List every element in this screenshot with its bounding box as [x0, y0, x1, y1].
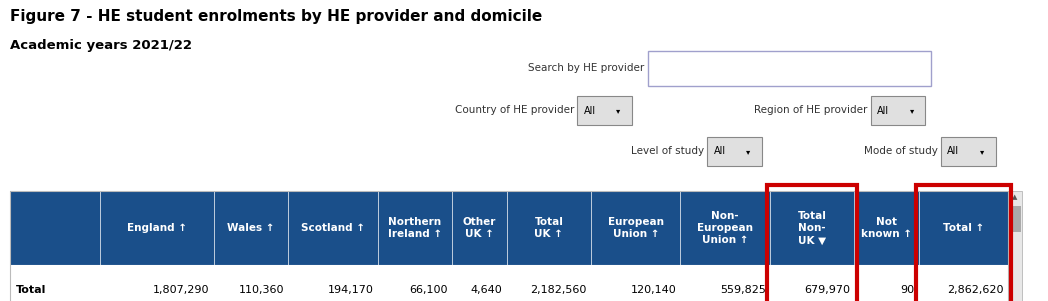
Text: Region of HE provider: Region of HE provider — [755, 105, 868, 115]
Text: European
Union ↑: European Union ↑ — [608, 217, 663, 239]
Text: All: All — [714, 146, 726, 157]
Text: Total
UK ↑: Total UK ↑ — [534, 217, 564, 239]
Text: Northern
Ireland ↑: Northern Ireland ↑ — [388, 217, 442, 239]
Text: Search by HE provider: Search by HE provider — [528, 63, 645, 73]
Text: ▾: ▾ — [616, 106, 620, 115]
Bar — [648, 51, 931, 86]
Text: Total
Non-
UK ▼: Total Non- UK ▼ — [798, 211, 827, 245]
Text: 110,360: 110,360 — [239, 285, 284, 295]
Text: 2,862,620: 2,862,620 — [947, 285, 1004, 295]
Text: Figure 7 - HE student enrolments by HE provider and domicile: Figure 7 - HE student enrolments by HE p… — [10, 9, 543, 24]
Text: Total: Total — [16, 285, 46, 295]
Text: 90: 90 — [900, 285, 915, 295]
Text: Other
UK ↑: Other UK ↑ — [463, 217, 496, 239]
Text: Country of HE provider: Country of HE provider — [455, 105, 574, 115]
Text: Level of study: Level of study — [631, 145, 704, 156]
Text: ▾: ▾ — [980, 147, 984, 156]
Bar — [10, 191, 1008, 301]
Bar — [1008, 191, 1022, 301]
Text: 559,825: 559,825 — [720, 285, 766, 295]
Text: ▲: ▲ — [1012, 194, 1018, 200]
Bar — [577, 96, 632, 125]
Bar — [1009, 206, 1021, 232]
Text: Scotland ↑: Scotland ↑ — [301, 223, 365, 233]
Text: Academic years 2021/22: Academic years 2021/22 — [10, 39, 193, 52]
Bar — [10, 265, 1008, 301]
Text: 194,170: 194,170 — [328, 285, 373, 295]
Text: Non-
European
Union ↑: Non- European Union ↑ — [697, 211, 754, 245]
Bar — [916, 185, 1011, 301]
Text: Total ↑: Total ↑ — [943, 223, 984, 233]
Text: ▾: ▾ — [910, 106, 914, 115]
Text: 1,807,290: 1,807,290 — [153, 285, 210, 295]
Text: 66,100: 66,100 — [410, 285, 447, 295]
Bar — [10, 191, 1008, 265]
Text: Not
known ↑: Not known ↑ — [861, 217, 912, 239]
Bar — [941, 137, 996, 166]
Text: ▾: ▾ — [746, 147, 750, 156]
Text: 120,140: 120,140 — [631, 285, 676, 295]
Bar — [707, 137, 762, 166]
Text: 2,182,560: 2,182,560 — [530, 285, 587, 295]
Text: Mode of study: Mode of study — [865, 145, 938, 156]
Bar — [767, 185, 857, 301]
Bar — [871, 96, 925, 125]
Text: 4,640: 4,640 — [471, 285, 502, 295]
Text: All: All — [584, 106, 596, 116]
Text: England ↑: England ↑ — [127, 223, 187, 233]
Text: All: All — [877, 106, 890, 116]
Text: All: All — [947, 146, 960, 157]
Text: 679,970: 679,970 — [804, 285, 850, 295]
Text: Wales ↑: Wales ↑ — [227, 223, 275, 233]
